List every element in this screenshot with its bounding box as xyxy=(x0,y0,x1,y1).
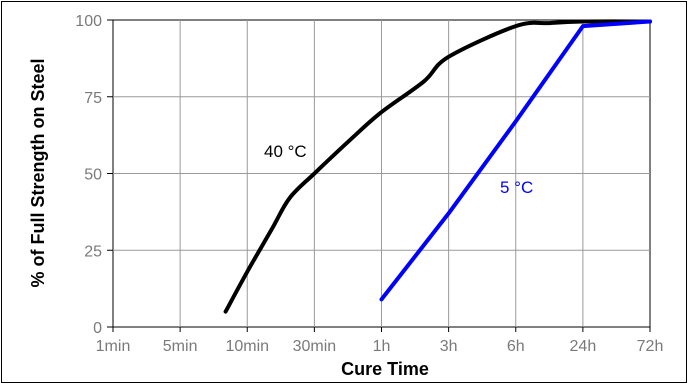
x-tick-label: 10min xyxy=(225,338,269,355)
x-tick-label: 24h xyxy=(570,338,597,355)
y-tick-label: 75 xyxy=(84,90,102,107)
x-tick-label: 1h xyxy=(373,338,391,355)
y-tick-labels: 0 25 50 75 100 xyxy=(75,13,102,337)
y-tick-label: 100 xyxy=(75,13,102,30)
x-tick-labels: 1min 5min 10min 30min 1h 3h 6h 24h 72h xyxy=(96,338,664,355)
x-tick-label: 72h xyxy=(637,338,664,355)
y-tick-label: 25 xyxy=(84,243,102,260)
x-tick-label: 30min xyxy=(293,338,337,355)
x-tick-label: 1min xyxy=(96,338,131,355)
ticks xyxy=(107,19,651,332)
series-line-40c xyxy=(223,19,652,314)
series-label-5c: 5 °C xyxy=(500,178,533,197)
x-tick-label: 5min xyxy=(163,338,198,355)
y-axis-title: % of Full Strength on Steel xyxy=(28,59,48,288)
series-label-40c: 40 °C xyxy=(264,142,307,161)
grid xyxy=(113,20,650,327)
y-tick-label: 0 xyxy=(93,320,102,337)
x-axis-title: Cure Time xyxy=(341,359,429,379)
y-tick-label: 50 xyxy=(84,167,102,184)
series-layer xyxy=(223,19,652,314)
x-tick-label: 3h xyxy=(440,338,458,355)
x-tick-label: 6h xyxy=(507,338,525,355)
